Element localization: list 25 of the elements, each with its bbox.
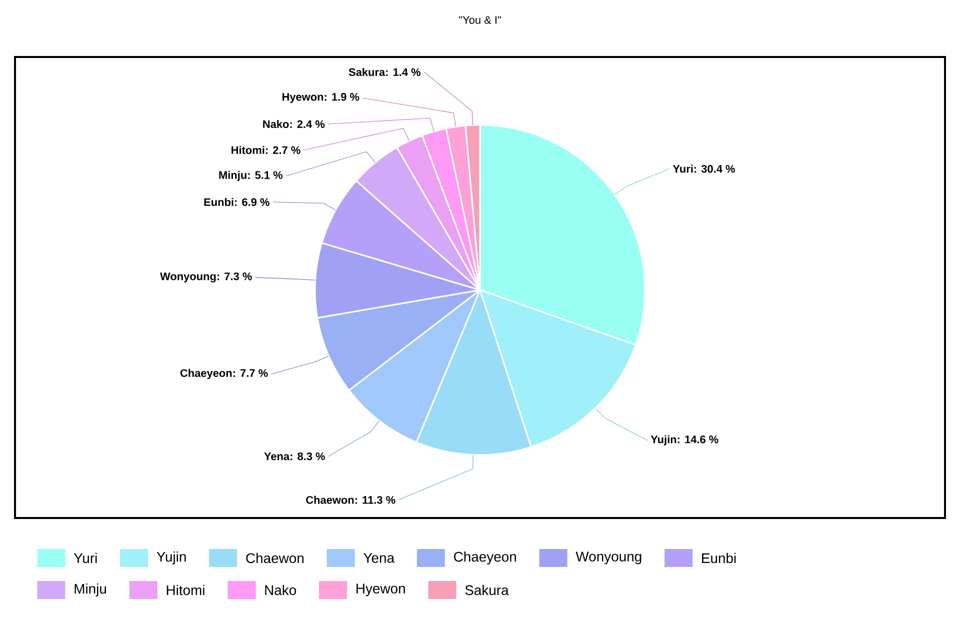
- legend-label: Chaewon: [246, 552, 304, 564]
- legend-label: Wonyoung: [576, 552, 642, 564]
- legend-label: Eunbi: [702, 552, 736, 564]
- data-label: Hitomi: 2.7 %: [232, 146, 300, 154]
- legend-label: Hyewon: [356, 584, 405, 596]
- data-label: Minju: 5.1 %: [219, 170, 283, 182]
- legend-label: Chaeyeon: [454, 551, 516, 564]
- legend-label: Minju: [74, 583, 106, 596]
- data-label: Yujin: 14.6 %: [650, 435, 718, 446]
- legend-label: Nako: [265, 584, 296, 596]
- data-label: Yena: 8.3 %: [264, 452, 325, 460]
- data-label: Wonyoung: 7.3 %: [160, 272, 252, 282]
- legend-label: Yuri: [74, 552, 97, 564]
- legend-label: Hitomi: [166, 584, 204, 596]
- chart-title: "You & I": [459, 16, 501, 24]
- legend-label: Yena: [364, 553, 395, 563]
- legend-label: Sakura: [465, 584, 509, 596]
- data-label: Nako: 2.4 %: [263, 120, 325, 128]
- data-label: Sakura: 1.4 %: [348, 68, 421, 76]
- data-label: Hyewon: 1.9 %: [282, 93, 360, 103]
- data-label: Chaewon: 11.3 %: [306, 496, 396, 504]
- data-label: Yuri: 30.4 %: [672, 164, 735, 173]
- data-label: Chaeyeon: 7.7 %: [180, 368, 268, 380]
- data-label: Eunbi: 6.9 %: [204, 198, 270, 206]
- legend-label: Yujin: [156, 551, 186, 564]
